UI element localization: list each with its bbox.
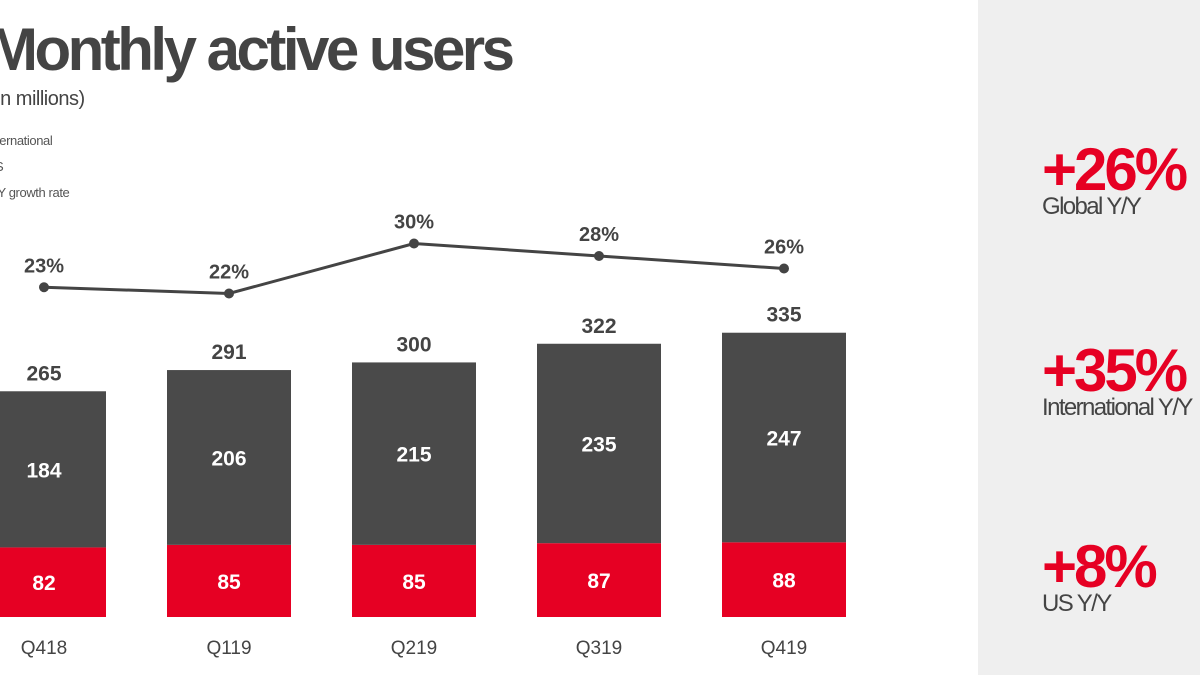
kpi-panel xyxy=(978,0,1200,675)
x-tick-label: Q419 xyxy=(761,638,807,659)
bar-international-label: 206 xyxy=(211,447,246,470)
kpi-us-value: +8% xyxy=(1042,533,1158,600)
growth-line xyxy=(43,241,785,296)
growth-label: 28% xyxy=(579,224,619,246)
growth-point xyxy=(779,263,789,274)
bar-international xyxy=(167,370,291,545)
bar-us-label: 87 xyxy=(587,570,610,593)
growth-label: 22% xyxy=(209,262,249,284)
bar-international-label: 247 xyxy=(766,428,801,451)
bar-total-label: 300 xyxy=(396,333,431,356)
growth-point xyxy=(409,238,419,249)
kpi-global-value: +26% xyxy=(1042,136,1188,203)
legend-international: International xyxy=(0,133,53,148)
bar-total-label: 265 xyxy=(26,362,61,385)
bar-us-label: 82 xyxy=(32,572,55,595)
bar-us-label: 88 xyxy=(772,570,796,593)
bar-us xyxy=(722,542,846,617)
bar-international xyxy=(352,362,476,545)
stacked-bar-chart: 82 184 265 Q418 85 206 291 Q119 85 215 300 Q219 87 23… xyxy=(0,212,846,659)
bar-international xyxy=(0,391,106,548)
bar-us xyxy=(0,547,106,617)
legend: International US Y/Y growth rate xyxy=(0,130,70,208)
growth-point xyxy=(594,251,604,261)
bar-total-label: 291 xyxy=(211,341,246,364)
growth-label: 23% xyxy=(24,255,64,277)
kpi-international-label: International Y/Y xyxy=(1042,394,1193,421)
kpi-international: +35% International Y/Y xyxy=(1042,337,1193,421)
bar-us xyxy=(352,544,476,617)
growth-point xyxy=(224,288,234,299)
bar-us xyxy=(167,544,291,617)
growth-label: 26% xyxy=(764,237,804,259)
kpi-global-label: Global Y/Y xyxy=(1042,193,1142,220)
bar-total-label: 322 xyxy=(581,315,616,338)
bar-international xyxy=(722,332,846,543)
bar-international xyxy=(537,343,661,544)
chart-subtitle: (in millions) xyxy=(0,88,85,110)
bar-international-label: 184 xyxy=(26,459,61,482)
bar-international-label: 215 xyxy=(396,444,431,467)
legend-growth-rate: Y/Y growth rate xyxy=(0,185,70,200)
kpi-international-value: +35% xyxy=(1042,337,1188,404)
x-tick-label: Q119 xyxy=(206,638,251,659)
bar-us-label: 85 xyxy=(217,571,241,594)
bar-total-label: 335 xyxy=(766,304,801,327)
kpi-us: +8% US Y/Y xyxy=(1042,533,1158,617)
x-tick-label: Q418 xyxy=(21,638,67,659)
legend-us: US xyxy=(0,156,69,182)
bar-us xyxy=(537,543,661,617)
kpi-global: +26% Global Y/Y xyxy=(1042,136,1188,220)
bar-us-label: 85 xyxy=(402,571,426,594)
x-tick-label: Q319 xyxy=(576,638,622,659)
kpi-us-label: US Y/Y xyxy=(1042,590,1112,617)
chart-title: Monthly active users xyxy=(0,16,515,83)
bar-international-label: 235 xyxy=(581,433,616,456)
x-tick-label: Q219 xyxy=(391,638,437,659)
growth-label: 30% xyxy=(394,212,434,234)
growth-point xyxy=(39,282,49,293)
